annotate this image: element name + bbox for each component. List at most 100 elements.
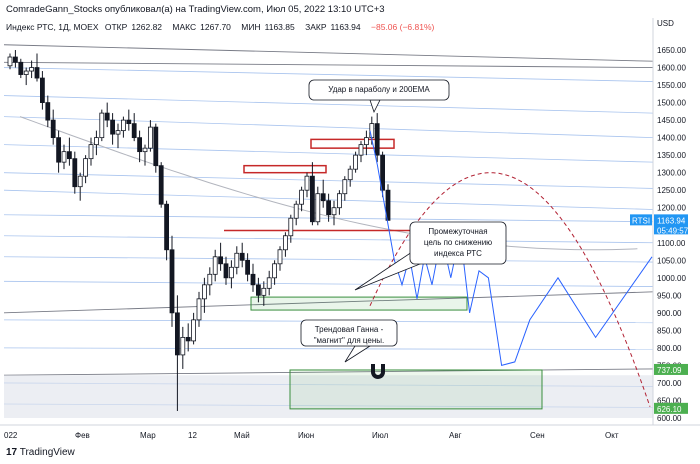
x-tick-label: Мар (140, 431, 156, 440)
candle (50, 109, 56, 145)
candle (137, 130, 143, 163)
candle (309, 162, 315, 226)
candle-up (266, 277, 272, 289)
callout-box (300, 319, 398, 347)
time-axis: 022 Фев Мар 12 Май Июн Июл Авг Сен Окт (0, 424, 700, 440)
candle-down (126, 119, 132, 125)
candle-up (191, 319, 197, 342)
symbol-tag-bg (630, 214, 652, 226)
candle (228, 260, 234, 289)
candle-up (299, 189, 305, 205)
y-tick-label: 800.00 (657, 344, 682, 353)
candle (56, 130, 61, 173)
red-zone (310, 138, 395, 149)
symbol-tag: RTSI (630, 214, 652, 226)
y-tick-label: 1500.00 (657, 99, 686, 108)
candle (67, 137, 72, 166)
candle-up (353, 154, 359, 170)
price-tag-bg (654, 363, 688, 375)
target-callout: Промежуточная цель по снижению индекса РТС (354, 221, 507, 291)
callout-text: Удар в параболу и 200EMA (328, 85, 430, 94)
candle-down (153, 126, 159, 167)
candle-down (385, 189, 391, 221)
candle (212, 249, 218, 282)
candle-up (272, 263, 278, 279)
tradingview-logo[interactable]: 17 TradingView (6, 447, 75, 458)
candle-down (45, 102, 51, 121)
candle (196, 291, 202, 327)
candle (331, 200, 337, 226)
candle-down (40, 77, 45, 103)
magnet-icon (371, 364, 385, 379)
candle (342, 176, 348, 201)
candle-up (261, 287, 267, 296)
candle-down (158, 165, 164, 205)
candle-up (358, 144, 364, 156)
y-tick-label: 1650.00 (657, 46, 686, 55)
candle-up (61, 151, 67, 163)
candle-up (142, 147, 148, 153)
candle-up (336, 193, 342, 209)
candle (347, 165, 353, 187)
price-tag-text: 626.10 (657, 405, 682, 414)
currency-label: USD (657, 19, 674, 28)
candle-up (293, 203, 299, 219)
y-tick-label: 1050.00 (657, 256, 686, 265)
ohlc-close: ЗАКР 1163.94 (305, 22, 361, 32)
green-zone (250, 296, 468, 311)
candle-down (56, 137, 61, 163)
candle-up (342, 179, 348, 195)
resistance-line (3, 61, 654, 68)
candle (45, 95, 51, 128)
candle-down (131, 123, 137, 139)
candle-up (212, 256, 218, 275)
candle-down (380, 154, 386, 191)
candle (115, 123, 121, 149)
candle (83, 155, 88, 184)
x-tick-label: 12 (188, 431, 197, 440)
candles (7, 50, 391, 411)
y-tick-label: 1100.00 (657, 239, 686, 248)
magnet-shape (371, 364, 385, 379)
candle (61, 144, 67, 170)
candle-down (104, 112, 110, 121)
channel-line (3, 235, 654, 244)
candle-up (196, 298, 202, 321)
x-tick-label: Авг (449, 431, 462, 440)
countdown-text: 05:49:57 (657, 226, 689, 235)
candle (23, 67, 29, 86)
y-tick-label: 1600.00 (657, 64, 686, 73)
candle (147, 120, 153, 152)
candle-down (218, 256, 224, 265)
channel-line (3, 347, 654, 351)
candle (7, 53, 13, 70)
candle (104, 102, 110, 128)
candle (299, 186, 305, 212)
candle (191, 312, 197, 345)
y-tick-label: 700.00 (657, 379, 682, 388)
candle-down (174, 312, 180, 356)
x-tick-label: Сен (530, 431, 545, 440)
candle (363, 130, 369, 156)
candle-up (331, 207, 337, 216)
y-tick-label: 1400.00 (657, 134, 686, 143)
candle (72, 151, 78, 194)
x-tick-label: Май (234, 431, 250, 440)
price-axis: USD600.00650.00700.00750.00800.00850.009… (630, 18, 700, 425)
y-tick-label: 1250.00 (657, 186, 686, 195)
ohlc-open: ОТКР 1262.82 (104, 22, 163, 32)
price-tag-bg (654, 214, 688, 235)
candle (34, 53, 40, 82)
candle (245, 253, 251, 282)
candle (142, 144, 148, 166)
channel-line (3, 144, 654, 163)
last-price-tag: 1163.94 (654, 214, 688, 235)
level-tag: 737.09 (654, 363, 688, 375)
candle-down (72, 158, 78, 188)
candle-down (67, 151, 72, 160)
symbol-title[interactable]: Индекс РТС, 1Д, MOEX (6, 22, 99, 32)
candle (326, 193, 332, 222)
price-tag-text: 1163.94 (657, 216, 686, 225)
callout-text: "магнит" для цены. (314, 336, 385, 345)
